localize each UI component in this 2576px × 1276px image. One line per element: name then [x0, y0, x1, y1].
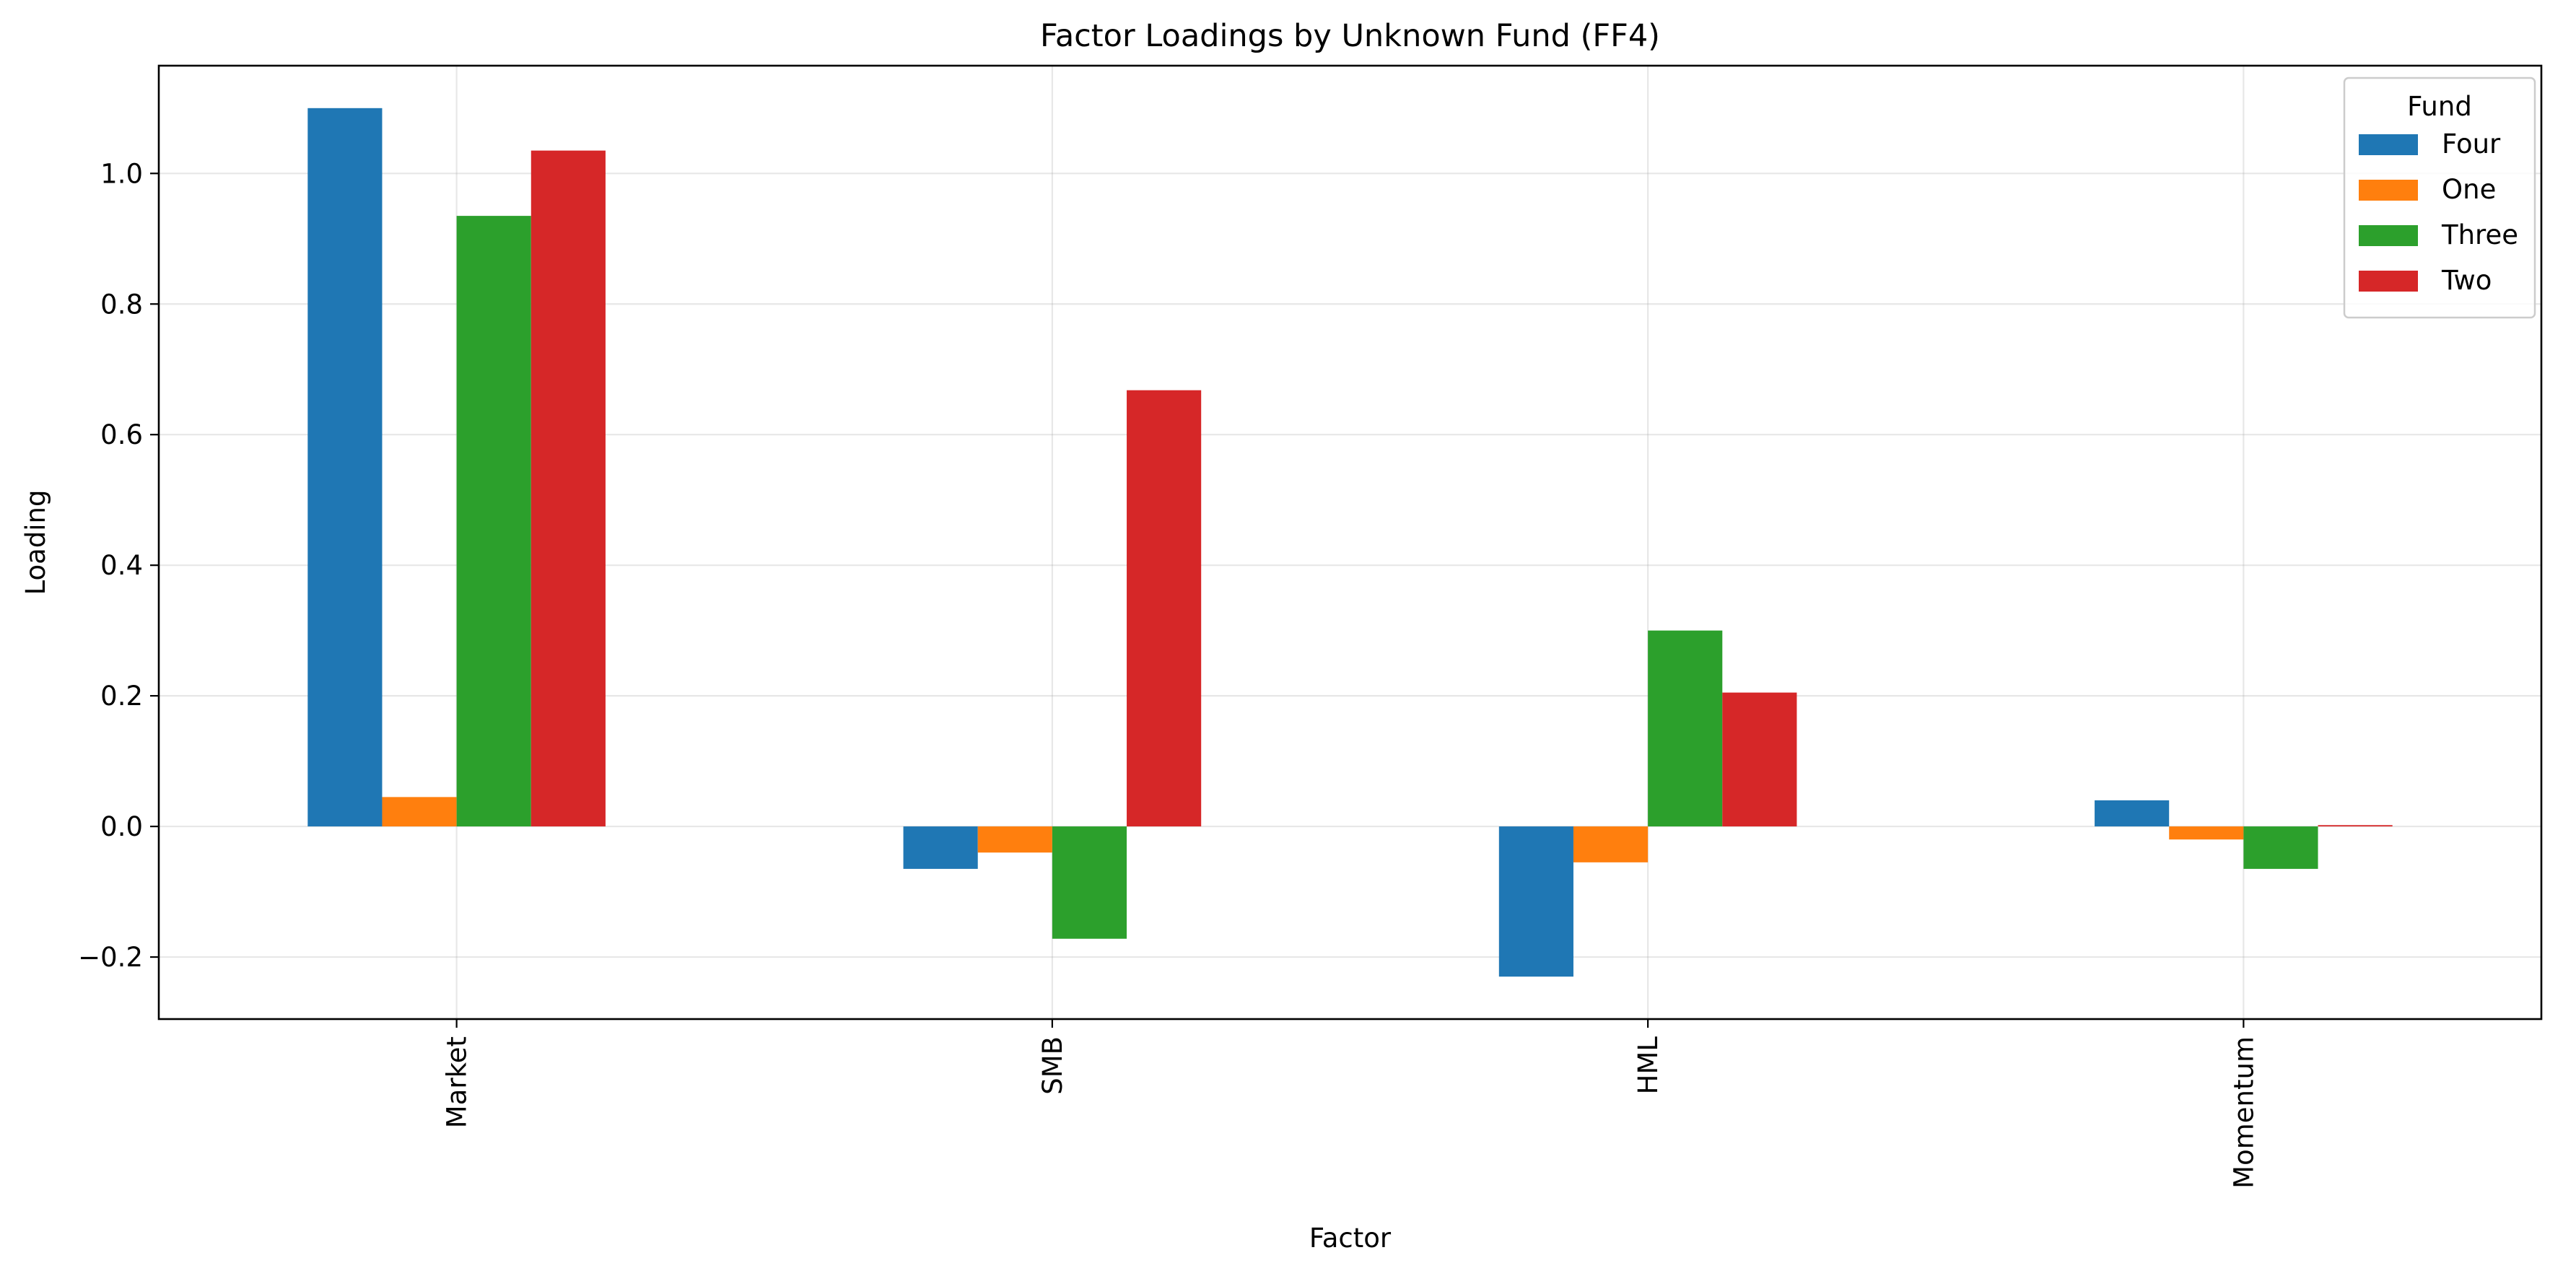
x-tick-label: SMB	[1037, 1036, 1068, 1095]
y-tick-label: 0.2	[100, 681, 143, 712]
y-tick-label: −0.2	[78, 942, 143, 973]
legend-title: Fund	[2407, 91, 2472, 122]
bar-two-smb	[1127, 390, 1202, 827]
y-tick-label: 0.6	[100, 419, 143, 450]
legend-label-one: One	[2442, 174, 2496, 205]
y-tick-label: 1.0	[100, 158, 143, 189]
x-tick-label: Momentum	[2228, 1036, 2259, 1189]
legend-swatch-three	[2359, 225, 2418, 246]
legend-swatch-two	[2359, 271, 2418, 292]
legend-label-two: Two	[2441, 265, 2492, 296]
bar-two-market	[531, 150, 606, 827]
axis-ticks: −0.2 0.0 0.2 0.4 0.6 0.8 1.0 Market SMB HML Moment…	[78, 158, 2259, 1189]
legend-items: Four One Three Two	[2359, 128, 2518, 296]
plot-frame	[157, 64, 2543, 1021]
bar-four-momentum	[2095, 800, 2170, 827]
x-axis-label: Factor	[1309, 1223, 1392, 1254]
legend-swatch-four	[2359, 134, 2418, 155]
bar-one-hml	[1573, 826, 1649, 862]
bar-four-hml	[1498, 826, 1573, 977]
y-tick-label: 0.8	[100, 289, 143, 320]
bar-three-smb	[1052, 826, 1127, 939]
bar-four-smb	[903, 826, 978, 869]
bar-one-momentum	[2169, 826, 2244, 840]
bar-three-hml	[1648, 630, 1723, 827]
bar-two-momentum	[2318, 825, 2393, 827]
bar-three-market	[456, 216, 531, 827]
bar-two-hml	[1722, 692, 1797, 827]
legend-label-three: Three	[2441, 219, 2518, 250]
x-tick-label: HML	[1633, 1036, 1664, 1095]
bar-three-momentum	[2243, 826, 2318, 869]
y-tick-label: 0.0	[100, 811, 143, 842]
bars	[307, 108, 2393, 977]
bar-one-market	[382, 797, 457, 827]
y-tick-label: 0.4	[100, 550, 143, 581]
bar-four-market	[307, 108, 383, 827]
bar-one-smb	[977, 826, 1052, 853]
legend-swatch-one	[2359, 180, 2418, 201]
legend: Fund Four One Three Two	[2343, 77, 2536, 319]
chart-title: Factor Loadings by Unknown Fund (FF4)	[1040, 18, 1660, 54]
y-axis-label: Loading	[20, 490, 51, 595]
legend-label-four: Four	[2442, 128, 2501, 160]
x-tick-label: Market	[442, 1036, 473, 1128]
